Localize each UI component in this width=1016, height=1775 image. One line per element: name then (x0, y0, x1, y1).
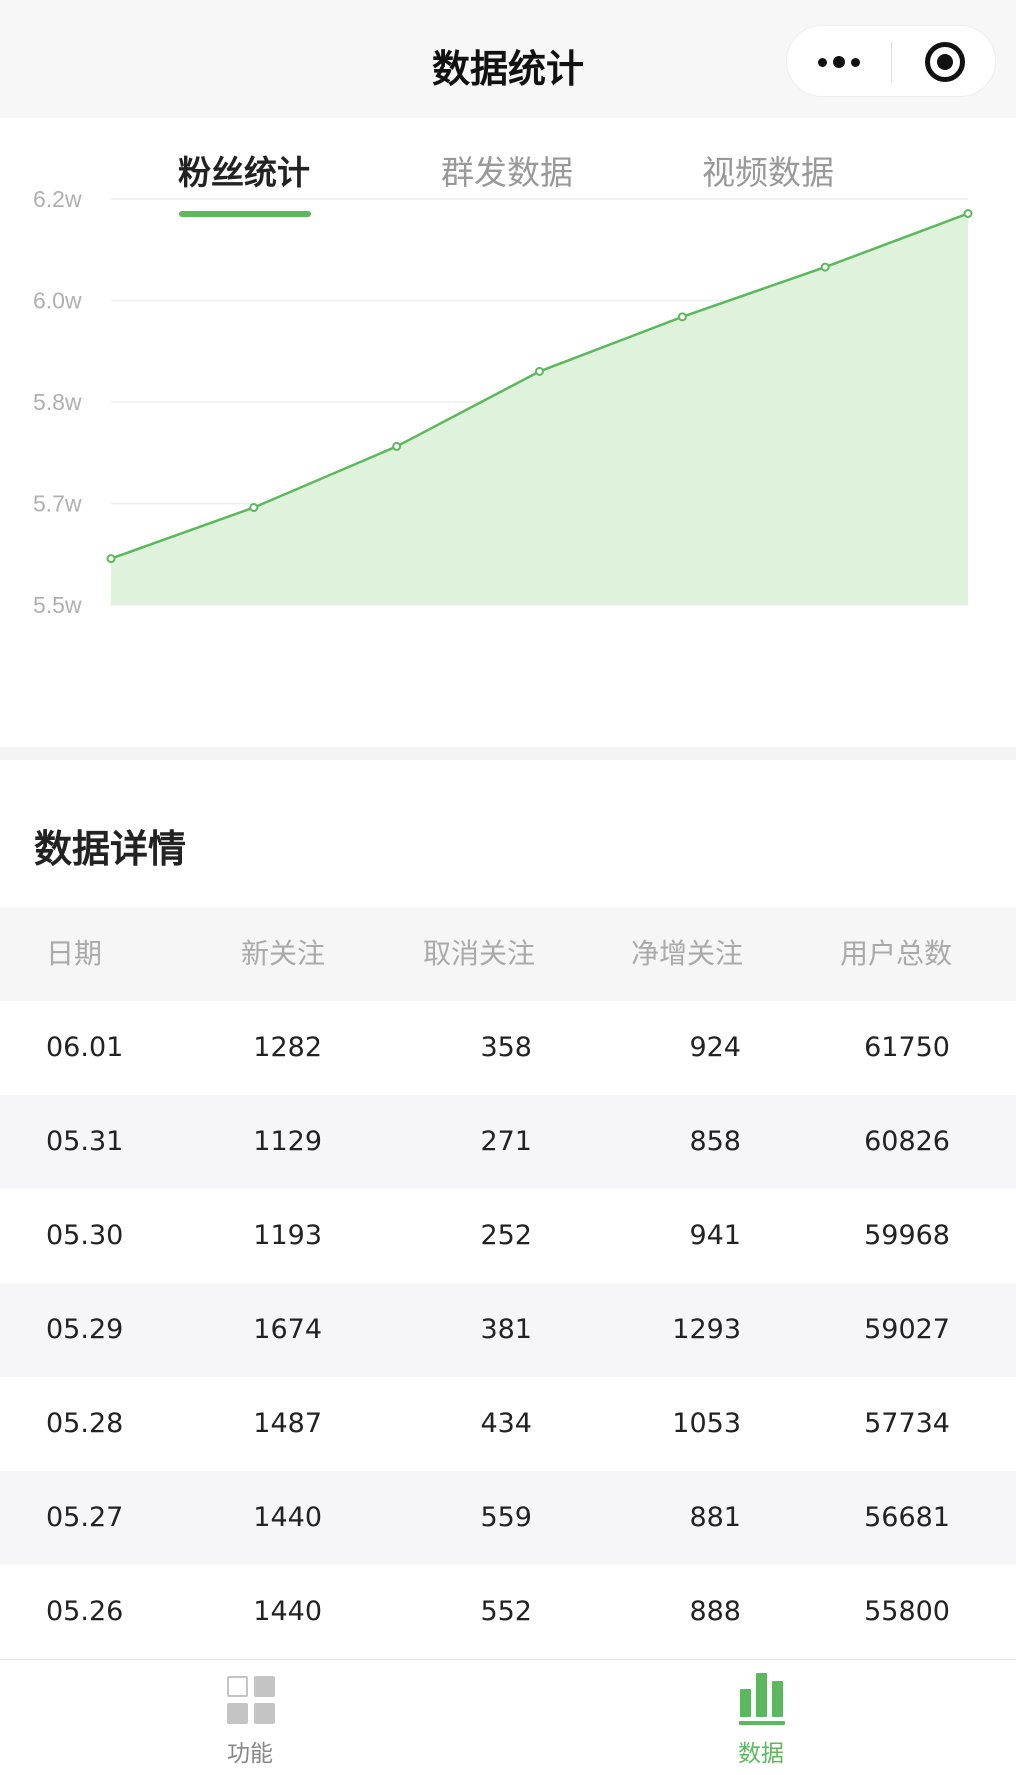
cell-total: 56681 (864, 1502, 950, 1533)
capsule-divider (891, 42, 892, 82)
cell-date: 05.31 (46, 1126, 124, 1157)
data-point (535, 366, 544, 376)
cell-net: 858 (689, 1126, 741, 1157)
cell-new: 1487 (253, 1408, 322, 1439)
target-close-icon[interactable] (925, 42, 965, 82)
y-tick-label: 6.2w (33, 186, 82, 212)
header-total: 用户总数 (839, 937, 952, 970)
cell-net: 888 (689, 1596, 741, 1627)
cell-unfollow: 358 (480, 1032, 532, 1063)
data-point (249, 503, 259, 513)
page-title: 数据统计 (431, 47, 584, 91)
cell-total: 61750 (864, 1032, 950, 1063)
fans-line-chart: 6.2w6.0w5.8w5.7w5.5w05.2605.2705.2805.29… (33, 186, 973, 618)
cell-total: 55800 (864, 1596, 950, 1627)
cell-unfollow: 559 (480, 1502, 532, 1533)
bar-chart-icon (738, 1673, 786, 1725)
cell-new: 1440 (253, 1502, 322, 1533)
data-point (106, 554, 116, 564)
table-row: 05.31 1129 271 858 60826 (0, 1095, 1016, 1189)
table-row: 05.27 1440 559 881 56681 (0, 1471, 1016, 1565)
header-new: 新关注 (240, 937, 325, 970)
more-dots-icon[interactable] (787, 26, 891, 98)
cell-new: 1193 (253, 1220, 322, 1251)
cell-total: 57734 (864, 1408, 950, 1439)
data-point (392, 441, 402, 451)
cell-date: 05.29 (46, 1314, 124, 1345)
section-divider (0, 747, 1016, 760)
mini-program-capsule (786, 25, 996, 97)
cell-net: 924 (689, 1032, 741, 1063)
y-tick-label: 5.7w (33, 491, 82, 517)
cell-net: 941 (689, 1220, 741, 1251)
cell-date: 06.01 (46, 1032, 124, 1063)
cell-date: 05.27 (46, 1502, 124, 1533)
cell-new: 1674 (253, 1314, 322, 1345)
cell-net: 1053 (672, 1408, 741, 1439)
tab-video[interactable]: 视频数据 (702, 153, 834, 192)
table-row: 05.26 1440 552 888 55800 (0, 1565, 1016, 1659)
tab-bar-top: 粉丝统计 群发数据 视频数据 (0, 146, 1016, 216)
header-date: 日期 (46, 937, 103, 970)
cell-date: 05.26 (46, 1596, 124, 1627)
tabbar-item-functions[interactable]: 功能 (190, 1660, 310, 1775)
table-row: 06.01 1282 358 924 61750 (0, 1001, 1016, 1095)
cell-net: 881 (689, 1502, 741, 1533)
grid-icon (227, 1676, 275, 1724)
header-net: 净增关注 (630, 937, 743, 970)
tabbar-label: 功能 (227, 1741, 273, 1767)
data-point (963, 209, 973, 218)
tab-fans[interactable]: 粉丝统计 (178, 153, 310, 192)
cell-unfollow: 434 (480, 1408, 532, 1439)
cell-total: 59027 (864, 1314, 950, 1345)
cell-total: 60826 (864, 1126, 950, 1157)
cell-new: 1282 (253, 1032, 322, 1063)
navigation-bar: 数据统计 (0, 0, 1016, 118)
cell-date: 05.30 (46, 1220, 124, 1251)
cell-unfollow: 252 (480, 1220, 532, 1251)
table-row: 05.29 1674 381 1293 59027 (0, 1283, 1016, 1377)
table-header: 日期 新关注 取消关注 净增关注 用户总数 (0, 907, 1016, 1001)
area-fill (111, 213, 968, 605)
data-point (677, 312, 687, 322)
tabbar-item-data[interactable]: 数据 (701, 1660, 821, 1775)
active-tab-indicator (179, 211, 311, 217)
cell-net: 1293 (672, 1314, 741, 1345)
cell-new: 1440 (253, 1596, 322, 1627)
tab-broadcast[interactable]: 群发数据 (441, 153, 573, 192)
cell-date: 05.28 (46, 1408, 124, 1439)
cell-new: 1129 (253, 1126, 322, 1157)
cell-unfollow: 552 (480, 1596, 532, 1627)
tabbar-label: 数据 (738, 1741, 784, 1767)
cell-unfollow: 381 (480, 1314, 532, 1345)
header-unfollow: 取消关注 (422, 937, 535, 970)
cell-total: 59968 (864, 1220, 950, 1251)
bottom-tab-bar: 功能 数据 (0, 1659, 1016, 1774)
cell-unfollow: 271 (480, 1126, 532, 1157)
y-tick-label: 5.8w (33, 389, 82, 415)
y-tick-label: 5.5w (33, 592, 82, 618)
data-point (820, 262, 830, 272)
table-row: 05.30 1193 252 941 59968 (0, 1189, 1016, 1283)
table-row: 05.28 1487 434 1053 57734 (0, 1377, 1016, 1471)
details-title: 数据详情 (34, 827, 187, 871)
y-tick-label: 6.0w (33, 288, 82, 314)
